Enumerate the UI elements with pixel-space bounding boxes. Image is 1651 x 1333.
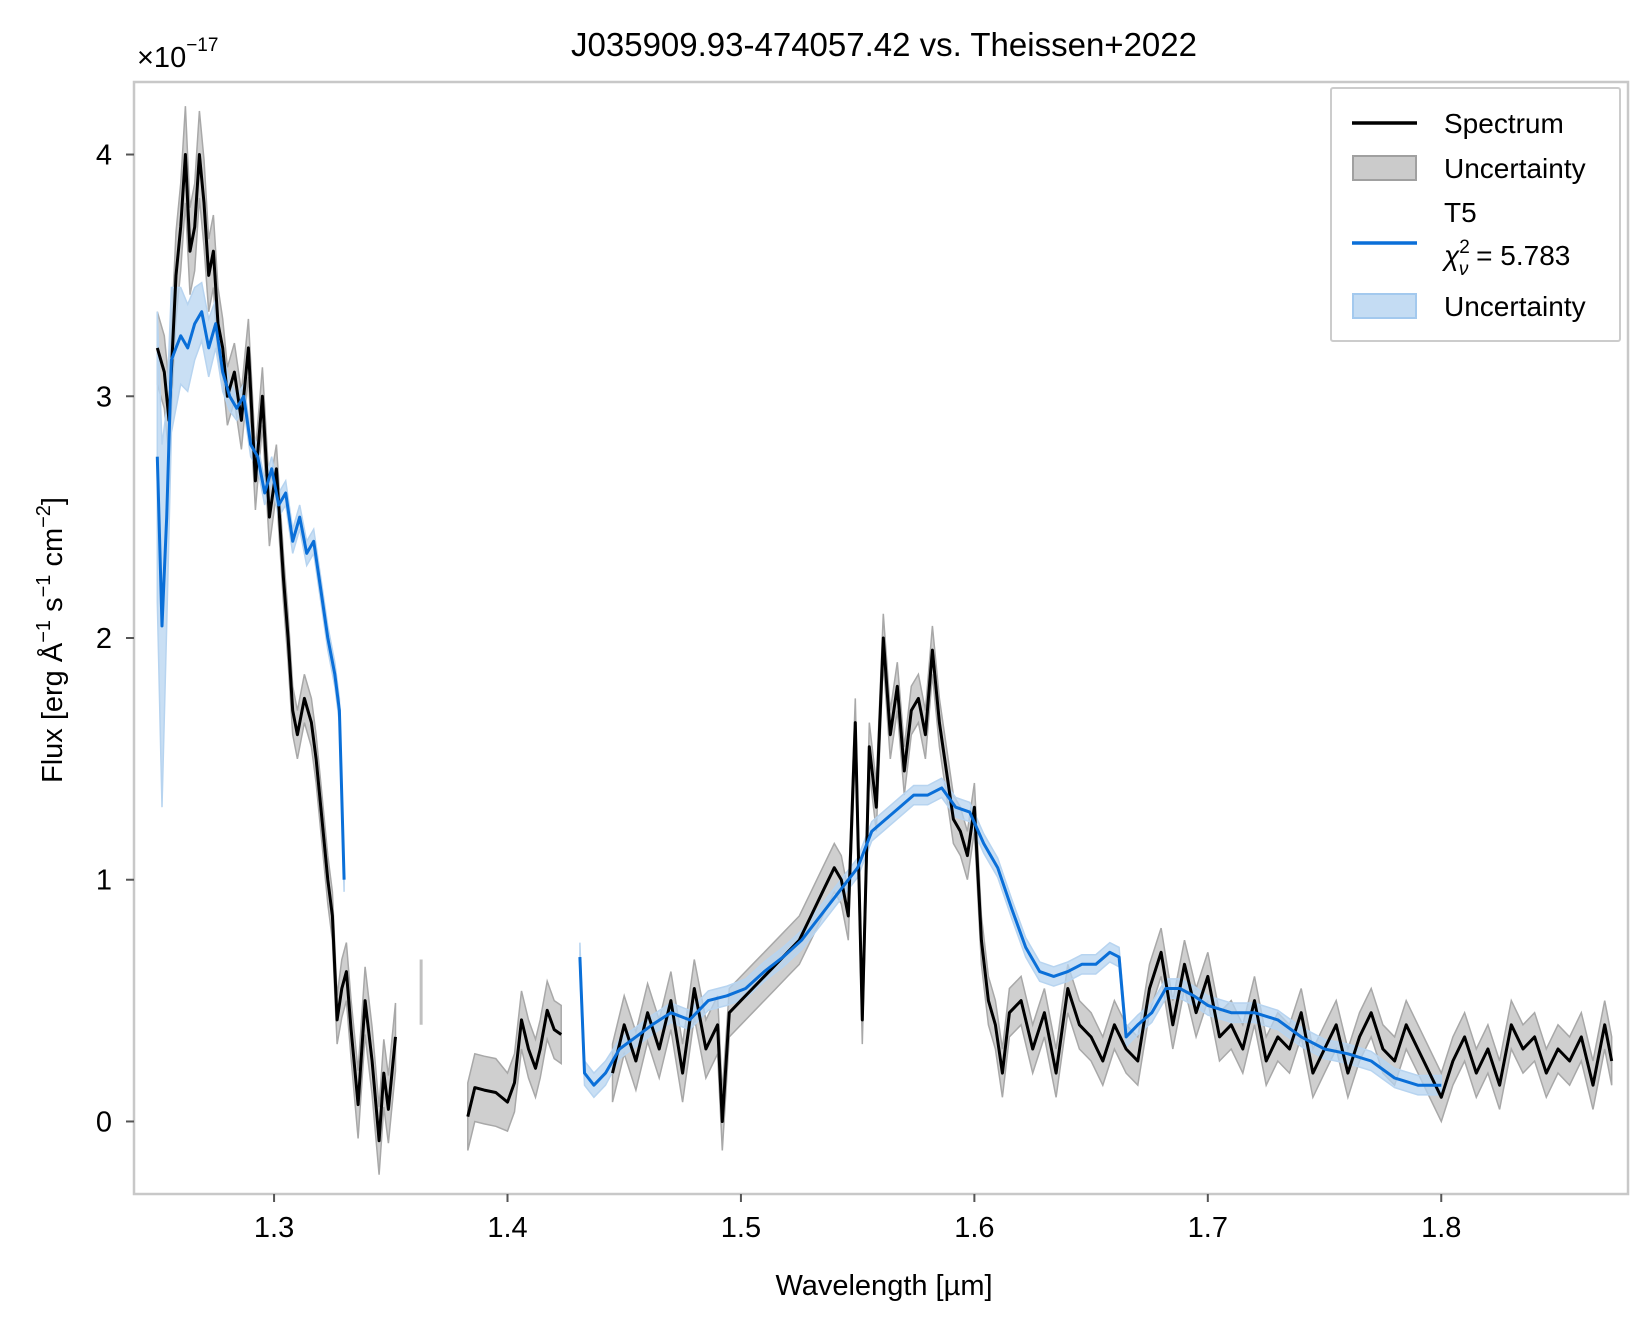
y-label-suffix: ] <box>37 497 69 505</box>
chi-symbol: χ <box>1441 240 1460 271</box>
x-tick-label-1: 1.4 <box>487 1212 527 1244</box>
spectrum-uncertainty-band-0 <box>156 106 397 1175</box>
x-tick-label-2: 1.5 <box>721 1212 761 1244</box>
legend-frame <box>1330 87 1621 342</box>
y-tick-label-4: 4 <box>96 140 112 172</box>
plot-area: 1.3 1.4 1.5 1.6 1.7 1.8 0 1 2 3 4 <box>96 80 1630 1244</box>
x-axis-label: Wavelength [µm] <box>775 1270 992 1302</box>
y-multiplier: ×10−17 <box>137 35 218 74</box>
y-tick-label-1: 1 <box>96 865 112 897</box>
chi-subscript: ν <box>1459 259 1469 280</box>
x-tick-label-4: 1.7 <box>1188 1212 1228 1244</box>
spectrum-uncertainty-band-1 <box>467 978 562 1151</box>
spectrum-line-1 <box>466 1008 563 1117</box>
y-tick-label-2: 2 <box>96 623 112 655</box>
x-tick-label-3: 1.6 <box>954 1212 994 1244</box>
legend-model-uncertainty-label: Uncertainty <box>1444 291 1586 322</box>
y-multiplier-base: ×10 <box>137 42 186 74</box>
legend-chi-square: χ2 ν = 5.783 <box>1441 237 1570 280</box>
model-line-0 <box>155 310 346 880</box>
y-label-sup3: −2 <box>33 505 55 528</box>
y-label-prefix: Flux [erg Å <box>36 642 69 783</box>
y-axis-label: Flux [erg Å−1 s−1 cm−2] <box>33 497 69 783</box>
legend-spectrum-uncertainty-swatch <box>1352 155 1417 181</box>
spectrum-uncertainty-band-2 <box>611 613 1613 1151</box>
model-line-1 <box>578 786 1442 1087</box>
legend-model-label: T5 <box>1444 197 1477 228</box>
legend-spectrum-uncertainty-label: Uncertainty <box>1444 153 1586 184</box>
y-tick-label-3: 3 <box>96 381 112 413</box>
chi-value: = 5.783 <box>1468 240 1570 271</box>
spectrum-line-0 <box>155 153 397 1143</box>
legend-spectrum-label: Spectrum <box>1444 108 1564 139</box>
chi-superscript: 2 <box>1459 237 1470 258</box>
y-label-mid2: cm <box>37 528 69 575</box>
y-multiplier-exponent: −17 <box>186 35 218 56</box>
chart-title: J035909.93-474057.42 vs. Theissen+2022 <box>571 26 1197 63</box>
y-label-sup2: −1 <box>33 575 55 598</box>
x-tick-label-5: 1.8 <box>1421 1212 1461 1244</box>
y-label-sup1: −1 <box>33 620 55 643</box>
legend-model-uncertainty-swatch <box>1352 293 1417 319</box>
y-label-mid1: s <box>37 597 69 620</box>
x-tick-label-0: 1.3 <box>254 1212 294 1244</box>
legend: Spectrum Uncertainty T5 χ2 ν = 5.783 Unce… <box>1330 87 1621 342</box>
y-tick-label-0: 0 <box>96 1106 112 1138</box>
